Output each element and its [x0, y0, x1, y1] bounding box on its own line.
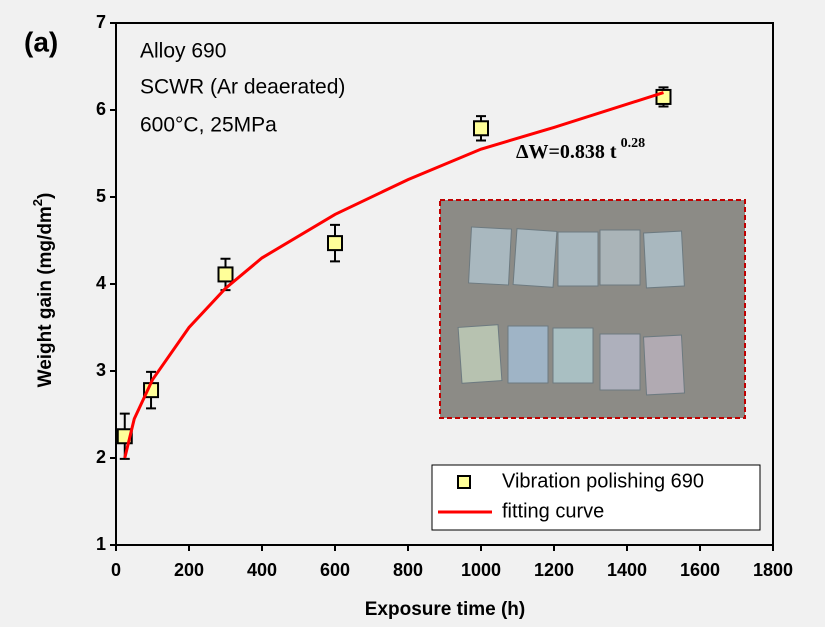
x-tick-label: 400: [247, 560, 277, 580]
legend-label: Vibration polishing 690: [502, 470, 704, 492]
x-axis-label: Exposure time (h): [365, 599, 525, 620]
equation-text: ΔW=0.838 t: [516, 141, 617, 163]
x-tick-label: 600: [320, 560, 350, 580]
y-tick-label: 2: [96, 447, 106, 467]
fit-curve: [123, 91, 664, 459]
data-point: [217, 266, 234, 283]
data-point: [473, 120, 489, 137]
annotation: SCWR (Ar deaerated): [140, 76, 345, 99]
y-label-sup: 2: [30, 199, 45, 206]
y-tick-label: 5: [96, 186, 106, 206]
y-tick-label: 4: [96, 273, 106, 293]
x-tick-label: 0: [111, 560, 121, 580]
equation-exponent: 0.28: [621, 136, 646, 151]
y-axis-label: Weight gain (mg/dm2): [30, 193, 56, 388]
data-point: [327, 235, 343, 252]
inset-photo: [439, 199, 746, 419]
data-point: [655, 88, 672, 105]
annotation: Alloy 690: [140, 40, 226, 63]
y-tick-label: 7: [96, 12, 106, 32]
legend-box: [431, 464, 761, 531]
y-label-end: ): [35, 193, 56, 199]
x-tick-label: 1400: [607, 560, 647, 580]
x-tick-label: 1600: [680, 560, 720, 580]
legend-label: fitting curve: [502, 500, 604, 522]
x-tick-label: 200: [174, 560, 204, 580]
legend-marker: [457, 475, 471, 489]
annotation: 600°C, 25MPa: [140, 114, 277, 137]
samples: [457, 226, 686, 396]
x-tick-label: 1200: [534, 560, 574, 580]
equation: ΔW=0.838 t 0.28: [516, 136, 645, 162]
x-tick-label: 1000: [461, 560, 501, 580]
y-tick-label: 1: [96, 534, 106, 554]
x-tick-label: 1800: [753, 560, 793, 580]
x-tick-label: 800: [393, 560, 423, 580]
panel-label: (a): [24, 26, 58, 57]
y-tick-label: 6: [96, 99, 106, 119]
y-label-text: Weight gain (mg/dm: [35, 206, 56, 387]
y-tick-label: 3: [96, 360, 106, 380]
